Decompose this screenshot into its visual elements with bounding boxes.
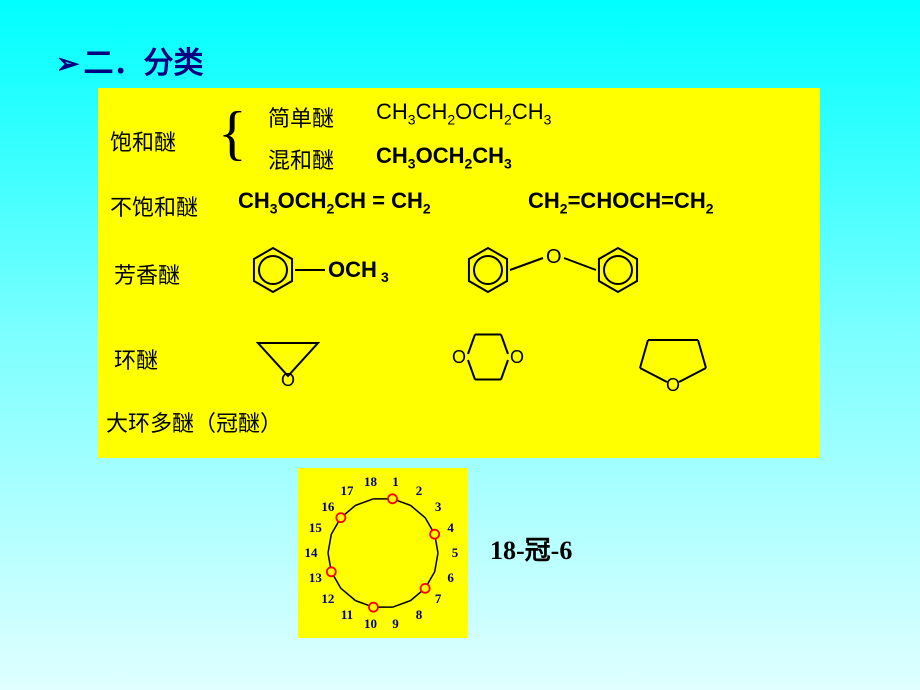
classification-box: 饱和醚 { 简单醚 混和醚 CH3CH2OCH2CH3 CH3OCH2CH3 不… [98, 88, 820, 458]
svg-text:O: O [510, 347, 524, 367]
formula-unsat-1: CH3OCH2CH = CH2 [238, 188, 431, 216]
svg-text:O: O [666, 375, 680, 393]
saturated-label: 饱和醚 [110, 125, 176, 157]
crown-atom-number: 10 [364, 616, 377, 632]
crown-atom-number: 11 [341, 607, 353, 623]
crown-atom-number: 12 [321, 591, 334, 607]
unsaturated-label: 不饱和醚 [110, 190, 198, 222]
crown-atom-number: 8 [416, 607, 423, 623]
svg-text:O: O [281, 370, 295, 388]
crown-atom-number: 2 [416, 483, 423, 499]
crown-atom-number: 5 [452, 545, 459, 561]
brace-icon: { [218, 109, 247, 157]
crown-atom-number: 9 [392, 616, 399, 632]
crown-atom-number: 14 [305, 545, 318, 561]
simple-ether-label: 简单醚 [268, 101, 334, 133]
crown-atom-number: 7 [435, 591, 442, 607]
diphenyl-ether-structure: O [458, 240, 718, 305]
crown-ether-box: 123456789101112131415161718 [298, 468, 468, 638]
anisole-structure: OCH3 [243, 240, 423, 305]
mixed-ether-label: 混和醚 [268, 143, 334, 175]
formula-methyl-ethyl-ether: CH3OCH2CH3 [376, 143, 512, 171]
crown-atom-number: 1 [392, 474, 399, 490]
title-text: 二．分类 [83, 47, 203, 80]
epoxide-structure: O [248, 328, 328, 393]
crown-atom-number: 4 [447, 520, 454, 536]
aromatic-label: 芳香醚 [114, 258, 180, 290]
crown-atom-number: 18 [364, 474, 377, 490]
dioxane-structure: OO [428, 325, 548, 395]
svg-text:OCH: OCH [328, 257, 377, 282]
crown-atom-number: 6 [447, 570, 454, 586]
arrow-icon: ➢ [56, 47, 79, 80]
crown-atom-number: 17 [341, 483, 354, 499]
crown-atom-number: 16 [321, 499, 334, 515]
macrocyclic-label: 大环多醚（冠醚） [106, 406, 282, 438]
crown-atom-number: 3 [435, 499, 442, 515]
formula-unsat-2: CH2=CHOCH=CH2 [528, 188, 714, 216]
svg-text:O: O [546, 246, 562, 268]
slide-title: ➢二．分类 [56, 38, 203, 82]
svg-text:3: 3 [381, 269, 389, 285]
crown-ether-structure [298, 468, 468, 638]
cyclic-label: 环醚 [114, 343, 158, 375]
saturated-row: 饱和醚 { 简单醚 混和醚 CH3CH2OCH2CH3 CH3OCH2CH3 [98, 93, 820, 163]
crown-ether-name: 18-冠-6 [490, 530, 572, 567]
thf-structure: O [628, 328, 718, 398]
crown-atom-number: 13 [309, 570, 322, 586]
formula-diethyl-ether: CH3CH2OCH2CH3 [376, 99, 551, 127]
crown-atom-number: 15 [309, 520, 322, 536]
svg-text:O: O [452, 347, 466, 367]
